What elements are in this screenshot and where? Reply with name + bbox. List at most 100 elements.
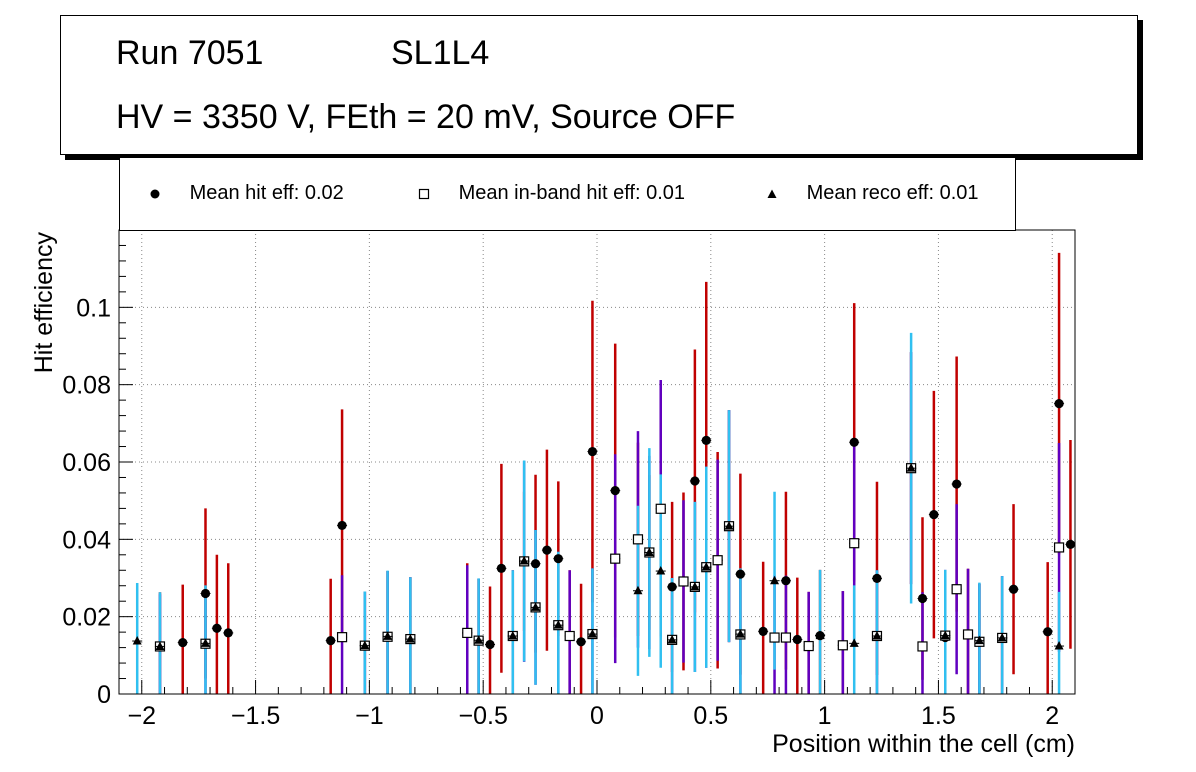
reco-eff-point (508, 631, 518, 640)
x-tick-label: −0.5 (459, 702, 508, 730)
y-tick-label: 0.06 (62, 449, 111, 477)
hit-eff-point (929, 509, 939, 520)
hit-eff-point (576, 637, 586, 647)
legend-entry-hit: Mean hit eff: 0.02 (148, 182, 344, 205)
legend-label-reco: Mean reco eff: 0.01 (806, 182, 979, 204)
inband-eff-point (837, 640, 848, 651)
hit-eff-point (200, 588, 211, 599)
reco-eff-point (519, 555, 529, 565)
x-tick-label: 0.5 (693, 702, 728, 730)
legend: Mean hit eff: 0.02 Mean in-band hit eff:… (119, 158, 1016, 231)
hit-eff-point (849, 437, 859, 447)
hit-eff-point (917, 593, 928, 604)
tick-labels: −2 −1.5 −1 −0.5 0 0.5 1 1.5 2 0 0.02 0.04 0.06 0.08 0.… (62, 294, 1059, 730)
hit-eff-point (223, 628, 233, 638)
y-tick-label: 0.04 (62, 526, 111, 554)
reco-eff-point (360, 640, 370, 650)
y-axis-label: Hit efficiency (30, 232, 58, 374)
hit-eff-point (667, 582, 677, 592)
reco-eff-point (724, 521, 734, 530)
hit-eff-point (792, 634, 802, 645)
x-tick-label: −1 (355, 702, 384, 730)
reco-eff-point (155, 641, 165, 650)
legend-entry-reco: Mean reco eff: 0.01 (765, 182, 979, 205)
grid-lines (119, 230, 1075, 694)
legend-entry-inband: Mean in-band hit eff: 0.01 (417, 182, 685, 205)
hit-eff-point (872, 573, 882, 583)
x-axis-label: Position within the cell (cm) (772, 730, 1075, 758)
inband-eff-point (712, 555, 723, 566)
hit-eff-point (735, 569, 746, 579)
inband-eff-point (1053, 542, 1065, 553)
reco-eff-point (405, 634, 415, 643)
y-tick-label: 0 (97, 681, 111, 709)
reco-eff-point (997, 632, 1007, 642)
reco-eff-point (735, 629, 745, 638)
inband-eff-point (632, 534, 644, 545)
x-tick-label: 2 (1045, 702, 1059, 730)
data-markers (132, 399, 1076, 652)
hit-eff-point (530, 559, 541, 569)
x-tick-label: 1.5 (921, 702, 956, 730)
hit-eff-point (690, 476, 700, 486)
y-tick-label: 0.02 (62, 604, 111, 632)
hit-eff-point (178, 637, 188, 648)
inband-eff-point (564, 630, 575, 642)
reco-eff-point (815, 630, 825, 640)
reco-eff-point (200, 638, 210, 647)
open-square-marker-icon (418, 188, 430, 199)
hit-eff-point (553, 554, 563, 564)
inband-eff-point (655, 503, 666, 514)
inband-eff-point (917, 641, 928, 652)
hit-eff-point (701, 435, 711, 445)
run-info-line: Run 7051 SL1L4 (116, 34, 489, 73)
inband-eff-point (462, 627, 473, 639)
hit-eff-point (326, 636, 336, 646)
run-info-box: Run 7051 SL1L4 HV = 3350 V, FEth = 20 mV,… (60, 15, 1138, 155)
hit-eff-point (1008, 584, 1019, 594)
x-tick-label: 0 (590, 702, 604, 730)
reco-eff-point (690, 581, 700, 591)
circle-marker-icon (150, 189, 160, 199)
reco-eff-point (644, 547, 654, 556)
triangle-marker-icon (767, 189, 777, 198)
hit-eff-point (758, 626, 768, 636)
hit-eff-point (610, 486, 620, 496)
hit-eff-point (587, 446, 598, 457)
reco-eff-point (940, 630, 950, 640)
hit-eff-point (485, 639, 495, 650)
reco-eff-point (553, 620, 563, 629)
legend-label-inband: Mean in-band hit eff: 0.01 (458, 182, 686, 204)
run-number: Run 7051 (116, 34, 264, 72)
hit-eff-point (542, 545, 552, 555)
reco-eff-point (633, 585, 643, 595)
y-tick-label: 0.1 (76, 294, 111, 322)
hit-eff-point (212, 623, 222, 633)
hit-eff-point (496, 563, 506, 573)
layer-name: SL1L4 (391, 34, 490, 72)
hit-eff-point (337, 520, 347, 531)
reco-eff-point (1054, 641, 1064, 650)
reco-eff-point (770, 575, 780, 585)
inband-eff-point (610, 553, 621, 564)
x-tick-label: −1.5 (231, 702, 280, 730)
inband-eff-point (769, 632, 780, 643)
reco-eff-point (474, 635, 484, 644)
x-tick-label: −2 (128, 702, 157, 730)
x-tick-label: 1 (818, 702, 832, 730)
hit-eff-point (1054, 399, 1064, 409)
inband-eff-point (803, 640, 814, 652)
reco-eff-point (656, 566, 666, 575)
inband-eff-point (780, 632, 792, 643)
hit-eff-point (1065, 539, 1076, 549)
hit-eff-point (781, 576, 791, 586)
axis-ticks (118, 244, 1076, 695)
reco-eff-point (974, 635, 984, 645)
legend-label-hit: Mean hit eff: 0.02 (189, 182, 344, 204)
inband-eff-point (678, 576, 689, 587)
reco-eff-point (701, 562, 711, 571)
reco-eff-point (872, 631, 882, 640)
inband-eff-point (849, 538, 860, 549)
hit-eff-point (952, 479, 962, 489)
